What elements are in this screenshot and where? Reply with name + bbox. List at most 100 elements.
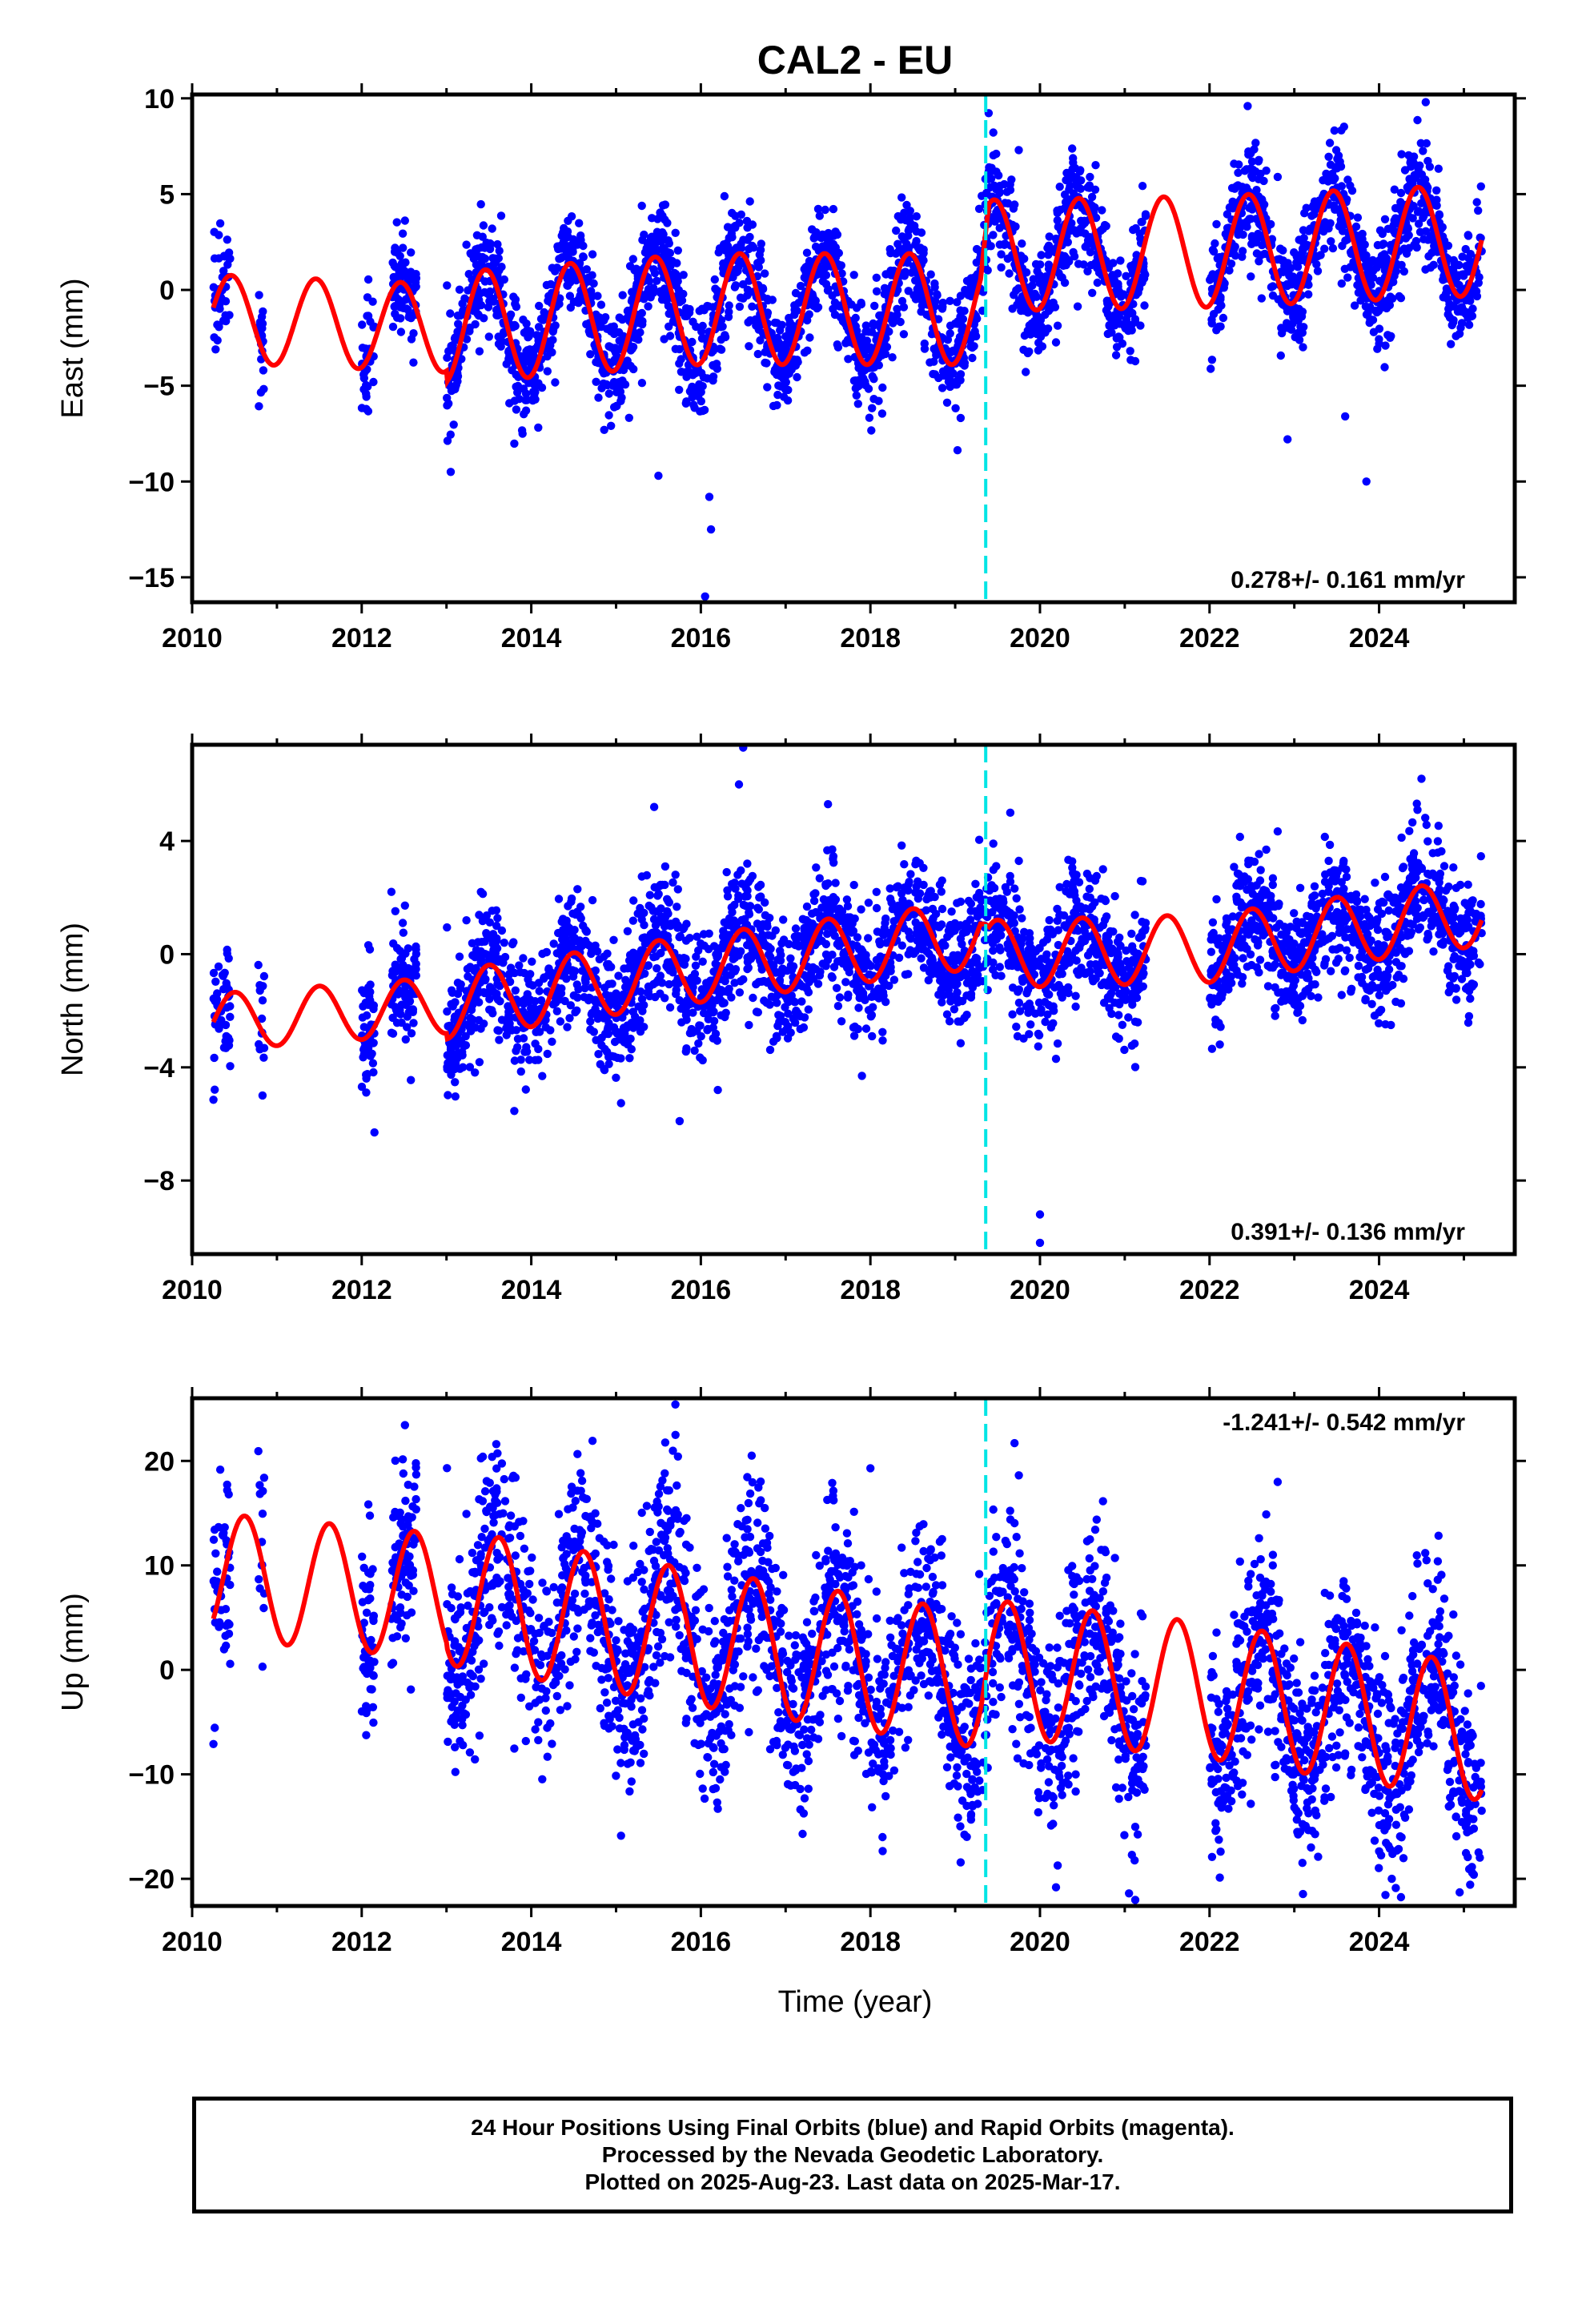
data-point [1472, 198, 1481, 207]
data-point [368, 1059, 378, 1068]
data-point [835, 262, 844, 271]
data-point [1211, 239, 1219, 248]
data-point [1324, 152, 1333, 161]
data-point [830, 931, 839, 940]
data-point [520, 328, 529, 337]
data-point [805, 333, 814, 342]
data-point [930, 357, 938, 366]
data-point [1303, 240, 1312, 250]
data-point [455, 285, 464, 294]
data-point [1100, 220, 1110, 230]
data-point [562, 975, 571, 983]
data-point [629, 896, 638, 905]
data-point [972, 258, 982, 267]
data-point [1006, 180, 1014, 189]
data-point [1251, 139, 1260, 147]
data-point [901, 267, 910, 276]
data-point [865, 413, 874, 422]
data-point [407, 248, 416, 257]
data-point [779, 375, 788, 384]
data-point [861, 1024, 871, 1033]
data-point [256, 388, 266, 397]
data-point [1452, 995, 1461, 1004]
data-point [985, 168, 994, 177]
data-point [588, 292, 596, 300]
data-point [628, 344, 636, 353]
data-point [589, 279, 598, 288]
data-point [496, 211, 506, 220]
data-point [693, 932, 701, 941]
data-point [1304, 280, 1313, 289]
data-point [1340, 264, 1350, 273]
data-point [1108, 271, 1118, 279]
data-point [942, 398, 952, 407]
data-point [556, 294, 564, 303]
data-point [1080, 216, 1089, 225]
data-point [815, 211, 824, 220]
data-point [1018, 239, 1026, 248]
data-point [878, 1036, 887, 1045]
data-point [697, 396, 705, 406]
data-point [472, 252, 481, 261]
data-point [1360, 240, 1369, 249]
data-point [1002, 187, 1012, 196]
data-point [1380, 215, 1390, 223]
data-point [687, 384, 696, 393]
data-point [1085, 181, 1094, 190]
data-point [699, 930, 709, 939]
data-point [1403, 224, 1413, 233]
data-point [1105, 320, 1114, 330]
data-point [465, 327, 474, 336]
data-point [1307, 991, 1315, 1001]
data-point [675, 344, 684, 354]
data-point [896, 317, 905, 327]
data-point [1381, 341, 1390, 350]
data-point [534, 423, 543, 432]
data-point [1299, 343, 1307, 352]
data-point [443, 401, 452, 410]
data-point [1412, 799, 1421, 808]
data-point [819, 231, 829, 239]
data-point [637, 201, 646, 211]
data-point [1400, 245, 1410, 254]
data-point [728, 233, 737, 242]
data-point [600, 425, 608, 434]
data-point [1219, 283, 1229, 292]
data-point [522, 396, 532, 404]
data-point [524, 352, 533, 360]
data-point [841, 338, 850, 348]
data-point [748, 302, 757, 311]
data-point [358, 344, 367, 352]
data-point [568, 274, 577, 283]
data-point [446, 309, 455, 318]
data-point [1451, 259, 1460, 267]
data-point [1103, 310, 1113, 319]
data-point [899, 330, 909, 339]
data-point [628, 255, 637, 263]
data-point [552, 263, 561, 272]
data-point [542, 280, 552, 290]
data-point [623, 356, 632, 365]
data-point [787, 328, 796, 337]
data-point [1045, 232, 1054, 241]
plot-frame-east [190, 92, 1517, 605]
data-point [1381, 262, 1390, 271]
data-point [565, 292, 575, 300]
data-point [388, 322, 398, 332]
data-point [1065, 185, 1074, 194]
data-point [453, 377, 462, 386]
data-point [834, 301, 843, 310]
data-point [1098, 865, 1107, 874]
data-point [869, 321, 878, 330]
data-point [1107, 328, 1116, 337]
data-point [1090, 185, 1100, 194]
data-point [891, 249, 901, 258]
data-point [995, 240, 1005, 249]
data-point [1295, 883, 1305, 893]
data-point [968, 353, 977, 363]
data-point [1037, 251, 1046, 259]
data-point [1377, 251, 1387, 260]
data-point [1387, 332, 1395, 340]
data-point [677, 355, 685, 364]
data-point [1252, 249, 1262, 258]
